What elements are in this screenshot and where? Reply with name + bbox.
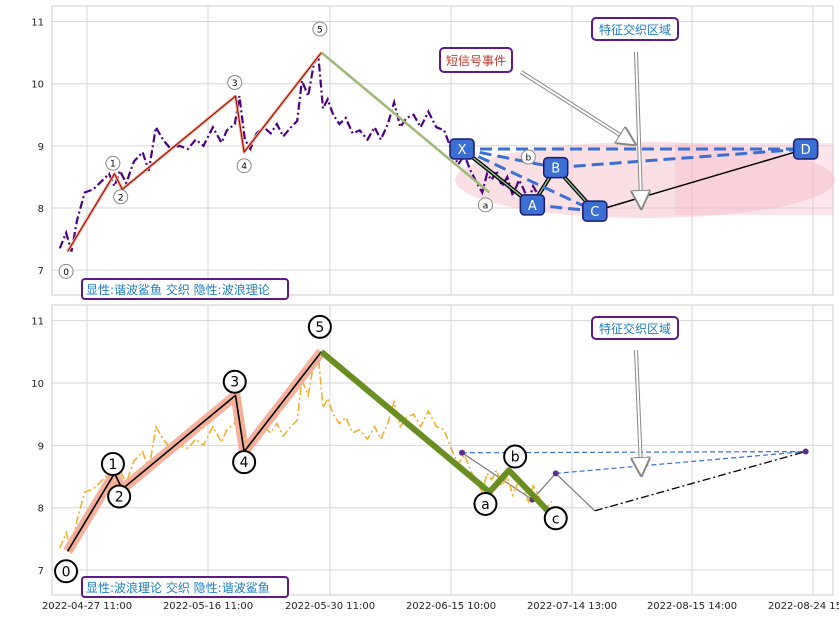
wave-label-a: a (477, 197, 493, 213)
pattern-ratio-line (555, 450, 806, 474)
svg-text:1: 1 (110, 160, 116, 170)
feature-zone-box-top (591, 17, 679, 41)
svg-text:a: a (481, 497, 490, 513)
y-tick-label: 7 (38, 566, 44, 577)
pattern-ratio-line (555, 147, 806, 170)
harmonic-point-a: A (519, 194, 546, 216)
y-tick-label: 10 (31, 379, 44, 390)
wave-label-2: 2 (107, 484, 132, 509)
feature-zone-annotation-top: 特征交织区域 (591, 17, 679, 200)
harmonic-point-x (459, 449, 466, 456)
svg-text:3: 3 (232, 79, 238, 89)
svg-text:4: 4 (241, 162, 247, 172)
wave-label-5: 5 (307, 314, 332, 339)
svg-text:A: A (528, 199, 537, 214)
wave-label-4: 4 (236, 158, 252, 174)
x-tick-label: 2022-05-16 11:00 (163, 601, 253, 612)
caption-text-top: 显性:谐波鲨鱼 交织 隐性:波浪理论 (86, 282, 270, 297)
top-panel: 7 8 9 10 11 0 1 2 3 4 5 a b X A B C D 短信号事件 特征交织区域 显性:谐… (31, 5, 835, 300)
svg-text:C: C (590, 205, 599, 220)
harmonic-point-d: D (792, 138, 819, 160)
caption-top: 显性:谐波鲨鱼 交织 隐性:波浪理论 (81, 278, 289, 300)
pattern-leg-inner (461, 148, 533, 206)
pattern-leg (555, 472, 596, 512)
y-tick-label: 11 (31, 18, 44, 29)
svg-text:X: X (458, 143, 467, 158)
feature-zone-box-bottom (591, 316, 679, 340)
svg-text:5: 5 (317, 25, 323, 35)
svg-text:3: 3 (230, 375, 239, 391)
harmonic-point-c: C (582, 200, 608, 222)
wave-correction-series (319, 349, 551, 513)
wave-label-0: 0 (58, 263, 74, 279)
x-tick-label: 2022-04-27 11:00 (42, 601, 132, 612)
svg-text:b: b (526, 154, 532, 164)
svg-text:1: 1 (108, 457, 117, 473)
caption-box-top (81, 278, 289, 300)
pattern-leg (594, 450, 806, 512)
wave-label-c: c (543, 506, 568, 531)
y-tick-label: 8 (38, 204, 44, 215)
pattern-ratio-line (461, 147, 557, 170)
wave-correction-series (320, 51, 491, 194)
svg-text:0: 0 (63, 268, 69, 278)
svg-text:a: a (483, 201, 489, 211)
x-tick-label: 2022-08-24 15:00 (768, 601, 839, 612)
pattern-leg-cd (594, 148, 806, 212)
wave-label-b: b (503, 444, 528, 469)
wave-label-1: 1 (105, 155, 121, 171)
x-tick-label: 2022-07-14 13:00 (527, 601, 617, 612)
y-tick-label: 10 (31, 80, 44, 91)
wave-label-1: 1 (100, 452, 125, 477)
wave-label-4: 4 (232, 450, 257, 475)
svg-text:D: D (801, 143, 811, 158)
signal-event-label: 短信号事件 (446, 54, 506, 68)
y-tick-label: 11 (31, 317, 44, 328)
pattern-leg (461, 452, 533, 501)
harmonic-point-b: B (542, 156, 569, 179)
wave-label-5: 5 (312, 21, 328, 37)
harmonic-point-x: X (449, 138, 475, 160)
wave-label-3: 3 (227, 74, 243, 90)
wave-label-3: 3 (222, 369, 247, 394)
caption-bottom: 显性:波浪理论 交织 隐性:谐波鲨鱼 (81, 576, 289, 598)
x-tick-label: 2022-06-15 10:00 (406, 601, 496, 612)
feature-zone-annotation-bottom: 特征交织区域 (591, 316, 679, 467)
wave-label-b: b (520, 149, 536, 165)
svg-text:2: 2 (115, 489, 124, 505)
harmonic-point-b (552, 470, 559, 477)
svg-text:4: 4 (240, 455, 249, 471)
feature-zone-label-bottom: 特征交织区域 (599, 321, 671, 336)
signal-event-annotation: 短信号事件 (439, 47, 628, 140)
svg-text:c: c (552, 511, 560, 527)
y-tick-label: 7 (38, 266, 44, 277)
harmonic-point-d (802, 448, 809, 455)
caption-box-bottom (81, 576, 289, 598)
svg-text:5: 5 (315, 320, 324, 336)
svg-text:0: 0 (62, 564, 71, 580)
y-tick-label: 9 (38, 142, 44, 153)
feature-zone-label-top: 特征交织区域 (599, 22, 671, 37)
wave-label-2: 2 (113, 189, 129, 205)
signal-event-box (439, 47, 513, 73)
wave-series (66, 351, 323, 552)
x-tick-label: 2022-05-30 11:00 (285, 601, 375, 612)
svg-text:2: 2 (118, 193, 124, 203)
wave-label-0: 0 (54, 559, 79, 584)
svg-text:b: b (511, 450, 520, 466)
wave-label-a: a (473, 491, 498, 516)
y-tick-label: 8 (38, 504, 44, 515)
caption-text-bottom: 显性:波浪理论 交织 隐性:谐波鲨鱼 (86, 580, 270, 595)
wave-series (67, 52, 322, 252)
x-tick-label: 2022-08-15 14:00 (647, 601, 737, 612)
y-tick-label: 9 (38, 441, 44, 452)
svg-text:B: B (551, 162, 560, 177)
pattern-ratio-line (461, 147, 596, 213)
